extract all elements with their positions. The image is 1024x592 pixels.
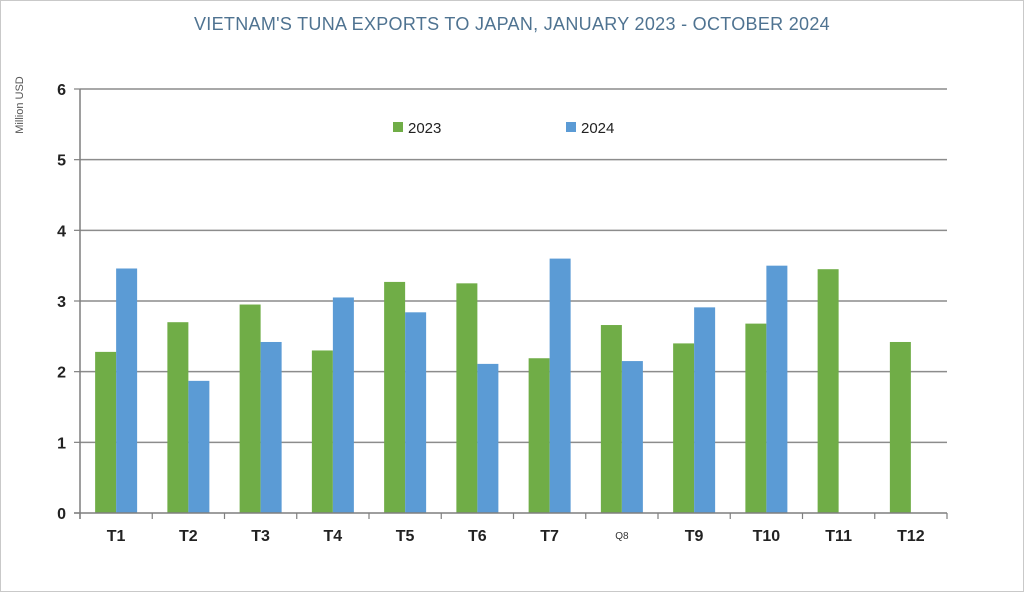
bar-2023-T11 xyxy=(817,269,839,513)
x-tick-label: T3 xyxy=(251,528,270,545)
bar-2024-T5 xyxy=(405,312,427,513)
legend-swatch-2023 xyxy=(393,122,403,132)
y-tick-label: 5 xyxy=(57,153,66,170)
bar-2023-T6 xyxy=(456,283,478,513)
y-tick-label: 6 xyxy=(57,82,66,99)
x-tick-label: T4 xyxy=(324,528,343,545)
bar-2024-T6 xyxy=(477,363,499,513)
gridlines xyxy=(80,88,947,444)
legend: 2023 2024 xyxy=(393,120,614,137)
x-tick-label: T5 xyxy=(396,528,415,545)
y-tick-label: 4 xyxy=(57,223,66,240)
bar-2023-T9 xyxy=(673,343,695,513)
y-tick-label: 0 xyxy=(57,506,66,523)
bar-2024-T4 xyxy=(332,297,354,513)
bar-2023-T2 xyxy=(167,322,189,513)
bar-2023-T7 xyxy=(528,358,550,513)
bar-2024-Q8 xyxy=(621,361,643,513)
bars xyxy=(95,258,911,513)
legend-label-2023: 2023 xyxy=(408,120,441,137)
x-tick-label: T2 xyxy=(179,528,198,545)
x-tick-label: Q8 xyxy=(615,531,629,542)
legend-label-2024: 2024 xyxy=(581,120,614,137)
x-tick-label: T9 xyxy=(685,528,704,545)
bar-2023-T3 xyxy=(239,304,261,513)
y-tick-label: 2 xyxy=(57,365,66,382)
x-tick-label: T10 xyxy=(753,528,781,545)
y-tick-label: 1 xyxy=(57,435,66,452)
bar-2024-T1 xyxy=(116,268,138,513)
bar-2023-Q8 xyxy=(600,325,622,513)
x-tick-label: T7 xyxy=(540,528,559,545)
bar-2023-T5 xyxy=(384,281,406,513)
bar-2024-T9 xyxy=(694,307,716,513)
bar-2023-T4 xyxy=(311,350,333,513)
x-tick-label: T6 xyxy=(468,528,487,545)
bar-2024-T7 xyxy=(549,258,571,513)
bar-2024-T3 xyxy=(260,341,282,513)
bar-2023-T12 xyxy=(889,341,911,513)
bar-2023-T1 xyxy=(95,351,117,513)
chart-title: VIETNAM'S TUNA EXPORTS TO JAPAN, JANUARY… xyxy=(194,14,830,34)
x-tick-labels: T1 T2 T3 T4 T5 T6 T7 Q8 T9 T10 T11 T12 xyxy=(107,528,925,545)
y-tick-label: 3 xyxy=(57,294,66,311)
legend-swatch-2024 xyxy=(566,122,576,132)
x-tick-label: T11 xyxy=(825,528,852,545)
y-tick-labels: 0 1 2 3 4 5 6 xyxy=(57,82,66,523)
axes xyxy=(74,88,948,519)
bar-2024-T2 xyxy=(188,380,210,513)
x-tick-label: T12 xyxy=(897,528,925,545)
bar-2023-T10 xyxy=(745,323,767,513)
x-tick-label: T1 xyxy=(107,528,126,545)
bar-2024-T10 xyxy=(766,265,788,513)
